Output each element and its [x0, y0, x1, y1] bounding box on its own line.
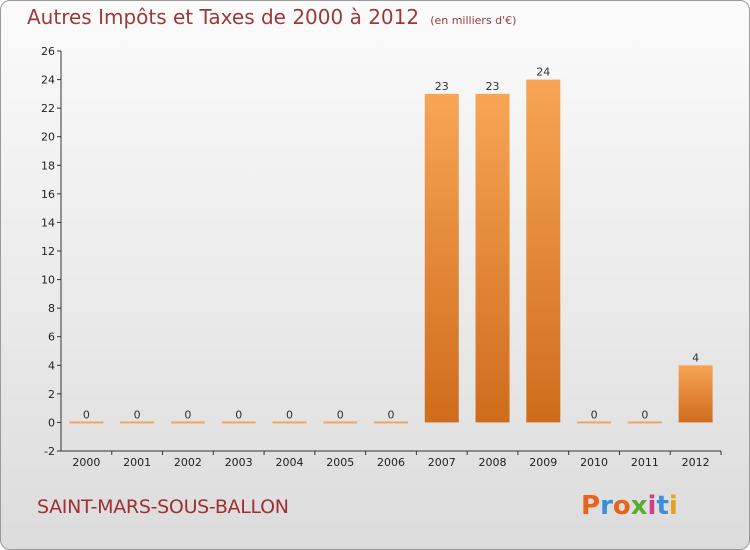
- data-label-2010: 0: [591, 408, 598, 421]
- data-label-2002: 0: [184, 408, 191, 421]
- x-tick-label: 2010: [580, 456, 608, 469]
- chart-unit: (en milliers d'€): [430, 14, 517, 27]
- bar-2005: [323, 421, 358, 424]
- x-tick-label: 2009: [529, 456, 557, 469]
- bar-2000: [69, 421, 104, 424]
- bar-2002: [170, 421, 205, 424]
- data-label-2003: 0: [235, 408, 242, 421]
- y-tick-label: 24: [41, 74, 55, 87]
- y-tick-label: -2: [44, 445, 55, 458]
- x-tick-label: 2005: [326, 456, 354, 469]
- bar-2012: [678, 365, 713, 423]
- bar-2007: [424, 93, 459, 423]
- x-tick-label: 2001: [123, 456, 151, 469]
- logo-letter: t: [656, 491, 669, 521]
- y-tick-label: 10: [41, 274, 55, 287]
- commune-name: SAINT-MARS-SOUS-BALLON: [37, 496, 289, 518]
- bar-2009: [526, 79, 561, 423]
- bar-2004: [272, 421, 307, 424]
- logo-letter: x: [630, 491, 648, 521]
- y-tick-label: 0: [48, 416, 55, 429]
- y-tick-label: 12: [41, 245, 55, 258]
- bar-2003: [221, 421, 256, 424]
- y-tick-label: 2: [48, 388, 55, 401]
- data-label-2000: 0: [83, 408, 90, 421]
- y-tick-label: 18: [41, 159, 55, 172]
- y-tick-label: 26: [41, 45, 55, 58]
- y-tick-label: 20: [41, 131, 55, 144]
- x-tick-label: 2000: [72, 456, 100, 469]
- data-label-2001: 0: [134, 408, 141, 421]
- data-label-2007: 23: [435, 80, 449, 93]
- data-label-2005: 0: [337, 408, 344, 421]
- x-tick-label: 2008: [479, 456, 507, 469]
- x-tick-label: 2003: [225, 456, 253, 469]
- x-axis: 2000 2001 2002 2003 2004 2005 2006 2007 2008 2009…: [61, 450, 722, 469]
- data-label-2006: 0: [388, 408, 395, 421]
- logo-letter: r: [600, 491, 613, 521]
- data-label-2008: 23: [486, 80, 500, 93]
- y-tick-label: 16: [41, 188, 55, 201]
- data-labels: 0 0 0 0 0 0 0 23 23 24 0 0 4: [83, 66, 699, 422]
- x-tick-label: 2011: [631, 456, 659, 469]
- y-tick-label: 6: [48, 331, 55, 344]
- data-label-2012: 4: [692, 351, 699, 364]
- y-tick-label: 4: [48, 359, 55, 372]
- x-tick-label: 2006: [377, 456, 405, 469]
- logo-letter: i: [668, 491, 678, 521]
- logo-letter: i: [647, 491, 657, 521]
- bar-2008: [475, 93, 510, 423]
- x-tick-label: 2007: [428, 456, 456, 469]
- chart-title-block: Autres Impôts et Taxes de 2000 à 2012 (e…: [27, 5, 516, 29]
- y-tick-label: 8: [48, 302, 55, 315]
- proxiti-logo[interactable]: Proxiti: [581, 491, 678, 521]
- logo-letter: o: [612, 491, 631, 521]
- x-tick-label: 2012: [682, 456, 710, 469]
- bars: [69, 79, 713, 424]
- y-tick-label: 22: [41, 102, 55, 115]
- data-label-2009: 24: [536, 66, 550, 79]
- data-label-2004: 0: [286, 408, 293, 421]
- x-tick-label: 2002: [174, 456, 202, 469]
- bar-2010: [577, 421, 612, 424]
- chart-title: Autres Impôts et Taxes de 2000 à 2012: [27, 5, 420, 29]
- bar-2001: [120, 421, 155, 424]
- logo-letter: P: [581, 491, 601, 521]
- data-label-2011: 0: [641, 408, 648, 421]
- x-tick-label: 2004: [275, 456, 303, 469]
- bar-2006: [374, 421, 408, 424]
- bar-2011: [627, 421, 662, 424]
- y-tick-label: 14: [41, 216, 55, 229]
